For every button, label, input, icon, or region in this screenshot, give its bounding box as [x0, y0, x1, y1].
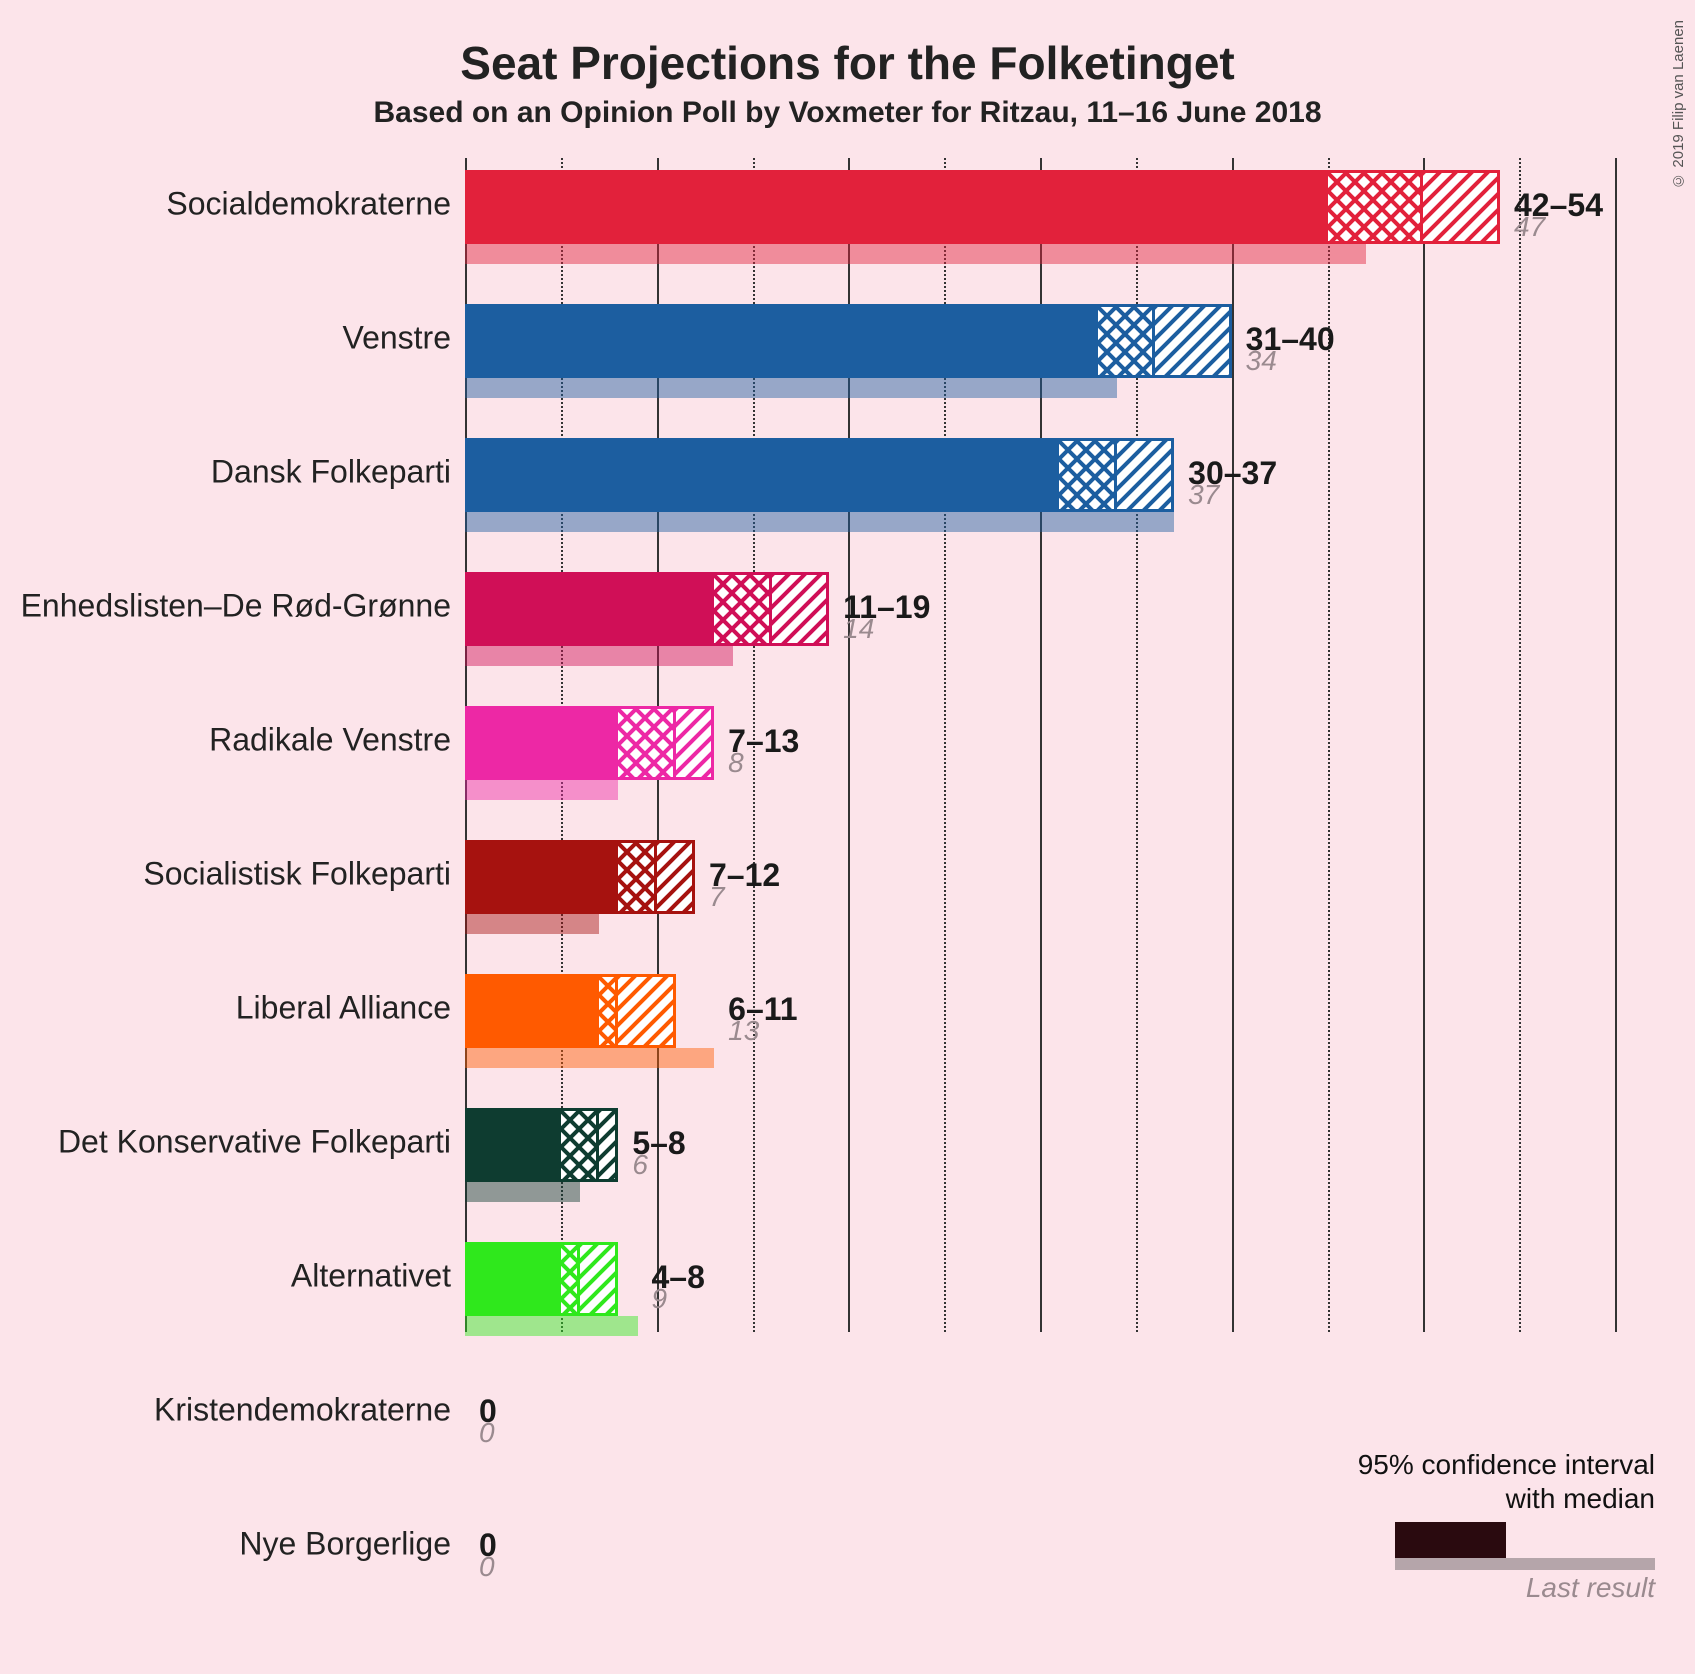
- party-row: Det Konservative Folkeparti5–86: [465, 1108, 1615, 1202]
- bar-segment-crosshatch: [714, 572, 772, 646]
- bar-segment-solid: [465, 572, 714, 646]
- bar-segment-diagonal: [580, 1242, 618, 1316]
- last-result-bar: [465, 646, 733, 666]
- bar-segment-solid: [465, 974, 599, 1048]
- party-row: Socialistisk Folkeparti7–127: [465, 840, 1615, 934]
- bar-segment-diagonal: [676, 706, 714, 780]
- party-row: Liberal Alliance6–1113: [465, 974, 1615, 1068]
- party-row: Alternativet4–89: [465, 1242, 1615, 1336]
- last-result-bar: [465, 1182, 580, 1202]
- legend-swatch: [1395, 1522, 1655, 1558]
- bar-segment-solid: [465, 170, 1328, 244]
- last-result-bar: [465, 780, 618, 800]
- party-label: Enhedslisten–De Rød-Grønne: [21, 588, 465, 625]
- chart-title: Seat Projections for the Folketinget: [0, 36, 1695, 90]
- last-result-bar: [465, 244, 1366, 264]
- last-result-bar: [465, 378, 1117, 398]
- last-result-label: 8: [728, 747, 744, 779]
- last-result-label: 14: [843, 613, 874, 645]
- legend-swatch-solid: [1395, 1522, 1506, 1558]
- bar-segment-crosshatch: [1328, 170, 1424, 244]
- last-result-label: 0: [479, 1417, 495, 1449]
- party-label: Nye Borgerlige: [239, 1526, 465, 1563]
- gridline-major: [1615, 158, 1617, 1332]
- chart-subtitle: Based on an Opinion Poll by Voxmeter for…: [0, 96, 1695, 130]
- bar-segment-crosshatch: [1098, 304, 1156, 378]
- party-label: Dansk Folkeparti: [211, 454, 465, 491]
- last-result-label: 6: [632, 1149, 648, 1181]
- last-result-label: 0: [479, 1551, 495, 1583]
- legend-ci-line2: with median: [1358, 1482, 1655, 1516]
- last-result-bar: [465, 1048, 714, 1068]
- bar-segment-crosshatch: [561, 1242, 580, 1316]
- copyright-text: © 2019 Filip van Laenen: [1670, 20, 1687, 189]
- party-label: Venstre: [342, 320, 465, 357]
- party-row: Socialdemokraterne42–5447: [465, 170, 1615, 264]
- party-label: Liberal Alliance: [236, 990, 465, 1027]
- bar-segment-solid: [465, 1242, 561, 1316]
- party-row: Venstre31–4034: [465, 304, 1615, 398]
- bar-segment-solid: [465, 840, 618, 914]
- last-result-label: 47: [1514, 211, 1545, 243]
- bar-segment-diagonal: [1423, 170, 1500, 244]
- party-label: Det Konservative Folkeparti: [58, 1124, 465, 1161]
- last-result-bar: [465, 914, 599, 934]
- party-row: Enhedslisten–De Rød-Grønne11–1914: [465, 572, 1615, 666]
- party-row: Radikale Venstre7–138: [465, 706, 1615, 800]
- party-label: Socialdemokraterne: [166, 186, 465, 223]
- bar-segment-crosshatch: [618, 840, 656, 914]
- bar-segment-crosshatch: [618, 706, 676, 780]
- last-result-label: 37: [1188, 479, 1219, 511]
- bar-segment-crosshatch: [599, 974, 618, 1048]
- bar-segment-diagonal: [657, 840, 695, 914]
- party-label: Alternativet: [291, 1258, 465, 1295]
- seat-projection-chart: Socialdemokraterne42–5447 Venstre31–4034 D…: [465, 158, 1615, 1632]
- bar-segment-diagonal: [1117, 438, 1175, 512]
- last-result-label: 9: [652, 1283, 668, 1315]
- last-result-label: 13: [728, 1015, 759, 1047]
- legend-swatch-cross: [1506, 1522, 1580, 1558]
- legend-swatch-diag: [1581, 1522, 1655, 1558]
- last-result-bar: [465, 1316, 638, 1336]
- legend-ci-line1: 95% confidence interval: [1358, 1448, 1655, 1482]
- last-result-label: 34: [1246, 345, 1277, 377]
- bar-segment-diagonal: [599, 1108, 618, 1182]
- bar-segment-diagonal: [1155, 304, 1232, 378]
- party-label: Socialistisk Folkeparti: [143, 856, 465, 893]
- chart-legend: 95% confidence interval with median Last…: [1358, 1448, 1655, 1604]
- bar-segment-diagonal: [618, 974, 676, 1048]
- last-result-bar: [465, 512, 1174, 532]
- bar-segment-solid: [465, 1108, 561, 1182]
- bar-segment-solid: [465, 706, 618, 780]
- party-label: Kristendemokraterne: [154, 1392, 465, 1429]
- bar-segment-diagonal: [772, 572, 830, 646]
- legend-last-label: Last result: [1358, 1572, 1655, 1604]
- bar-segment-crosshatch: [561, 1108, 599, 1182]
- party-row: Dansk Folkeparti30–3737: [465, 438, 1615, 532]
- party-label: Radikale Venstre: [209, 722, 465, 759]
- legend-last-swatch: [1395, 1558, 1655, 1570]
- bar-segment-solid: [465, 438, 1059, 512]
- bar-segment-solid: [465, 304, 1098, 378]
- bar-segment-crosshatch: [1059, 438, 1117, 512]
- last-result-label: 7: [709, 881, 725, 913]
